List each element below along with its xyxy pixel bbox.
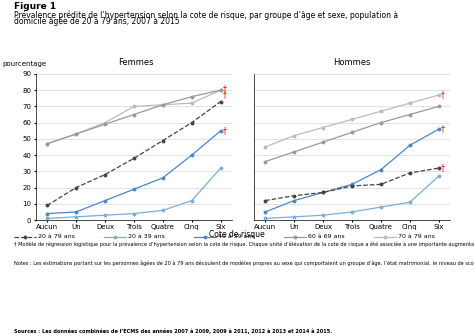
Text: Notes : Les estimations portant sur les personnes âgées de 20 à 79 ans découlent: Notes : Les estimations portant sur les … (14, 260, 474, 266)
Text: 20 à 39 ans: 20 à 39 ans (128, 235, 165, 239)
Text: 60 à 69 ans: 60 à 69 ans (308, 235, 345, 239)
Text: Prévalence prédite de l’hypertension selon la cote de risque, par groupe d’âge e: Prévalence prédite de l’hypertension sel… (14, 11, 398, 20)
Text: †: † (223, 84, 227, 93)
Text: †: † (223, 126, 227, 135)
Text: †: † (441, 90, 445, 99)
Text: pourcentage: pourcentage (2, 61, 46, 67)
Text: †: † (223, 90, 227, 99)
Text: Femmes: Femmes (118, 58, 154, 67)
Text: 70 à 79 ans: 70 à 79 ans (398, 235, 435, 239)
Text: 40 à 59 ans: 40 à 59 ans (218, 235, 255, 239)
Text: † Modèle de régression logistique pour la prévalence d’hypertension selon la cot: † Modèle de régression logistique pour l… (14, 242, 474, 247)
Text: Figure 1: Figure 1 (14, 2, 56, 11)
Text: Hommes: Hommes (333, 58, 370, 67)
Text: Sources : Les données combinées de l’ECMS des années 2007 à 2009, 2009 à 2011, 2: Sources : Les données combinées de l’ECM… (14, 329, 332, 334)
Text: 20 à 79 ans: 20 à 79 ans (38, 235, 75, 239)
Text: †: † (441, 125, 445, 134)
Text: domicile âgée de 20 à 79 ans, 2007 à 2015: domicile âgée de 20 à 79 ans, 2007 à 201… (14, 17, 180, 26)
Text: †: † (441, 164, 445, 173)
Text: Cote de risque: Cote de risque (209, 230, 265, 239)
